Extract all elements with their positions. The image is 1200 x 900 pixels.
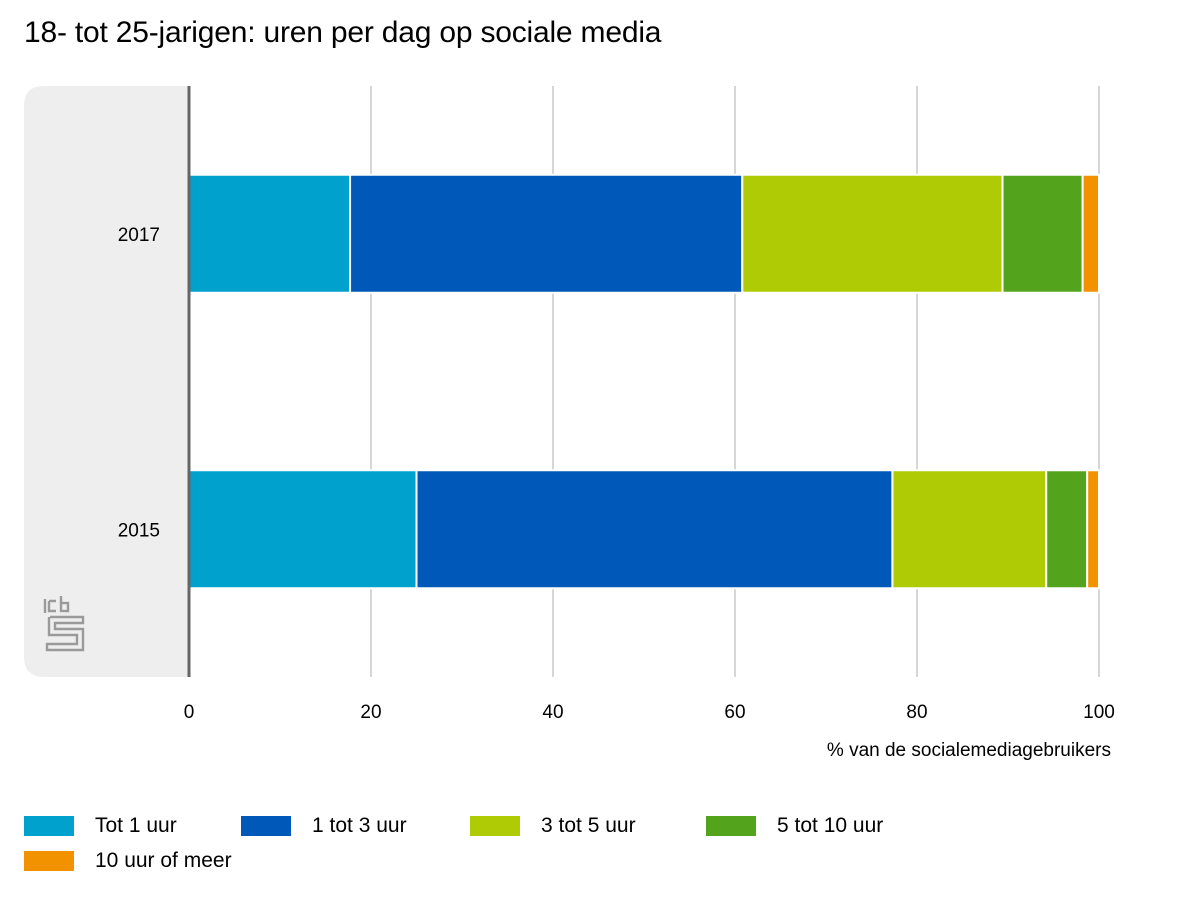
- category-panel: [24, 86, 189, 677]
- bar-segment[interactable]: 3 tot 5 uur 2017: 28.6: [741, 173, 1004, 294]
- bar-segment[interactable]: 5 tot 10 uur 2017: 8.8: [1001, 173, 1084, 294]
- chart: Tot 1 uur 2017: 17.71 tot 3 uur 2017: 43…: [24, 86, 1115, 761]
- legend-label: 10 uur of meer: [95, 849, 232, 872]
- bar-segment[interactable]: 10 uur of meer 2017: 1.8: [1081, 173, 1100, 294]
- legend-swatch: [241, 816, 291, 836]
- y-axis-line: [187, 86, 191, 677]
- x-tick-label: 40: [542, 702, 563, 723]
- x-tick-label: 60: [724, 702, 745, 723]
- legend-label: 3 tot 5 uur: [541, 814, 636, 837]
- legend-label: Tot 1 uur: [95, 814, 177, 837]
- category-label: 2015: [118, 520, 160, 541]
- bar-segment[interactable]: 1 tot 3 uur 2015: 52.3: [415, 469, 894, 590]
- x-axis-title: % van de socialemediagebruikers: [827, 740, 1111, 761]
- x-tick-label: 100: [1083, 702, 1115, 723]
- legend-item[interactable]: Tot 1 uur: [24, 812, 177, 840]
- chart-title: 18- tot 25-jarigen: uren per dag op soci…: [24, 16, 662, 49]
- x-tick-labels: 0 20 40 60 80 100: [184, 702, 1115, 723]
- legend-swatch: [706, 816, 756, 836]
- category-label: 2017: [118, 225, 160, 246]
- bar-segment[interactable]: 3 tot 5 uur 2015: 16.9: [891, 469, 1048, 590]
- bar-segment[interactable]: Tot 1 uur 2017: 17.7: [188, 173, 352, 294]
- bars: Tot 1 uur 2017: 17.71 tot 3 uur 2017: 43…: [188, 173, 1101, 590]
- category-labels: 2017 2015: [118, 225, 160, 542]
- legend-item[interactable]: 10 uur of meer: [24, 847, 232, 875]
- legend-swatch: [24, 816, 74, 836]
- legend-swatch: [24, 851, 74, 871]
- legend-label: 5 tot 10 uur: [777, 814, 884, 837]
- x-tick-label: 0: [184, 702, 195, 723]
- cbs-logo-icon: [43, 596, 85, 652]
- bar-segment[interactable]: 10 uur of meer 2015: 1.3: [1086, 469, 1101, 590]
- legend-item[interactable]: 1 tot 3 uur: [241, 812, 407, 840]
- legend-item[interactable]: 5 tot 10 uur: [706, 812, 883, 840]
- bar-segment[interactable]: 5 tot 10 uur 2015: 4.5: [1045, 469, 1089, 590]
- legend-item[interactable]: 3 tot 5 uur: [470, 812, 636, 840]
- bar-segment[interactable]: Tot 1 uur 2015: 25: [188, 469, 418, 590]
- legend-swatch: [470, 816, 520, 836]
- x-tick-label: 20: [360, 702, 381, 723]
- x-tick-label: 80: [906, 702, 927, 723]
- bar-segment[interactable]: 1 tot 3 uur 2017: 43.1: [349, 173, 744, 294]
- legend-label: 1 tot 3 uur: [312, 814, 407, 837]
